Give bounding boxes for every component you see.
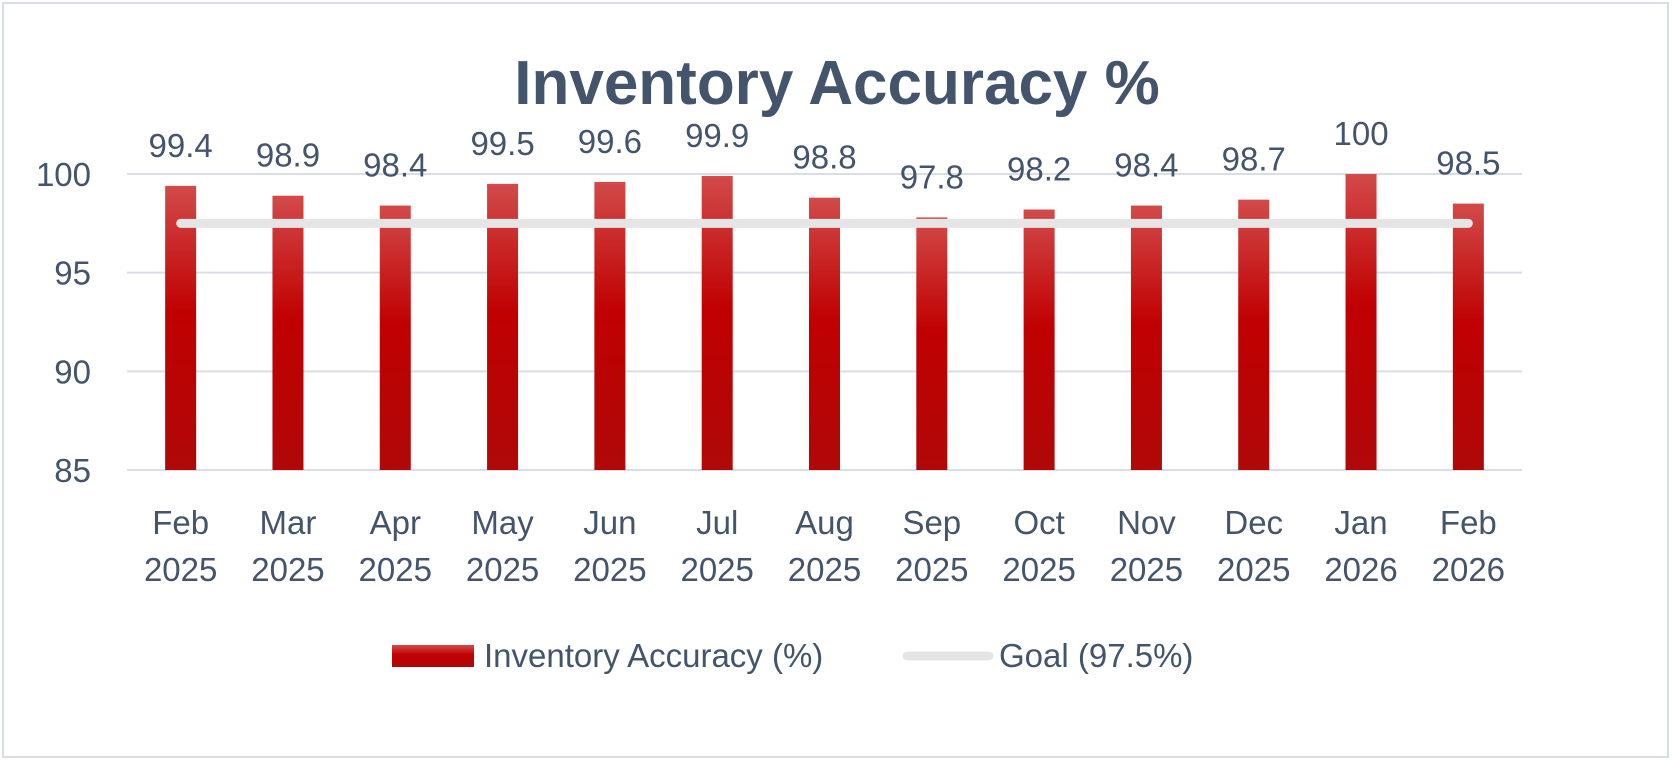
- x-tick-label-month: May: [471, 504, 534, 541]
- x-tick-label-month: Jul: [696, 504, 738, 541]
- bar: [272, 195, 304, 470]
- x-tick-label-month: Oct: [1013, 504, 1064, 541]
- data-label: 97.8: [900, 158, 964, 195]
- bar: [916, 217, 948, 470]
- x-tick-label-year: 2025: [251, 551, 324, 588]
- x-tick-label-month: Feb: [1440, 504, 1497, 541]
- x-tick-label-year: 2026: [1324, 551, 1397, 588]
- x-tick-label-year: 2025: [680, 551, 753, 588]
- legend-label-goal: Goal (97.5%): [999, 637, 1193, 674]
- x-tick-label-month: Aug: [795, 504, 854, 541]
- bar: [1130, 205, 1162, 470]
- data-label: 99.9: [685, 117, 749, 154]
- legend-label-accuracy: Inventory Accuracy (%): [484, 637, 823, 674]
- x-tick-label-year: 2025: [359, 551, 432, 588]
- y-axis: 85 90 95 100: [36, 156, 91, 489]
- x-tick-label-year: 2025: [573, 551, 646, 588]
- bar: [1345, 174, 1377, 470]
- x-tick-label-month: Feb: [152, 504, 209, 541]
- bar: [594, 181, 626, 471]
- bar: [379, 205, 411, 470]
- bar: [1452, 203, 1484, 470]
- x-tick-label-year: 2026: [1432, 551, 1505, 588]
- data-label: 99.4: [149, 127, 213, 164]
- data-label: 98.4: [363, 147, 427, 184]
- y-tick-label: 95: [54, 255, 91, 292]
- x-tick-label-year: 2025: [144, 551, 217, 588]
- bar: [487, 183, 519, 470]
- x-tick-label-year: 2025: [466, 551, 539, 588]
- data-label: 98.8: [792, 139, 856, 176]
- x-tick-label-month: Mar: [260, 504, 317, 541]
- data-label: 98.7: [1222, 141, 1286, 178]
- x-tick-label-month: Nov: [1117, 504, 1176, 541]
- x-tick-label-year: 2025: [895, 551, 968, 588]
- bar: [1238, 199, 1270, 471]
- bars: [165, 174, 1484, 471]
- bar: [165, 185, 197, 470]
- x-axis: Feb 2025 Mar 2025 Apr 2025 May 2025 Jun 2025 Jul 20…: [144, 504, 1505, 588]
- legend-swatch-accuracy: [392, 645, 474, 667]
- x-tick-label-month: Sep: [902, 504, 961, 541]
- y-tick-label: 100: [36, 156, 91, 193]
- data-label: 98.5: [1436, 145, 1500, 182]
- data-label: 98.4: [1114, 147, 1178, 184]
- data-label: 100: [1334, 115, 1389, 152]
- data-label: 99.6: [578, 123, 642, 160]
- bar: [809, 197, 840, 470]
- x-tick-label-month: Dec: [1224, 504, 1283, 541]
- data-labels: 99.4 98.9 98.4 99.5 99.6 99.9 98.8 97.8 98.2 98.4…: [149, 115, 1501, 195]
- bar: [1023, 209, 1055, 470]
- data-label: 98.2: [1007, 151, 1071, 188]
- x-tick-label-month: Apr: [370, 504, 421, 541]
- x-tick-label-year: 2025: [788, 551, 861, 588]
- data-label: 98.9: [256, 137, 320, 174]
- legend: Inventory Accuracy (%) Goal (97.5%): [392, 637, 1193, 674]
- y-tick-label: 90: [54, 353, 91, 390]
- data-label: 99.5: [470, 125, 534, 162]
- x-tick-label-year: 2025: [1002, 551, 1075, 588]
- x-tick-label-month: Jan: [1334, 504, 1387, 541]
- x-tick-label-year: 2025: [1110, 551, 1183, 588]
- x-tick-label-month: Jun: [583, 504, 636, 541]
- y-tick-label: 85: [54, 452, 91, 489]
- x-tick-label-year: 2025: [1217, 551, 1290, 588]
- chart-title: Inventory Accuracy %: [514, 49, 1160, 118]
